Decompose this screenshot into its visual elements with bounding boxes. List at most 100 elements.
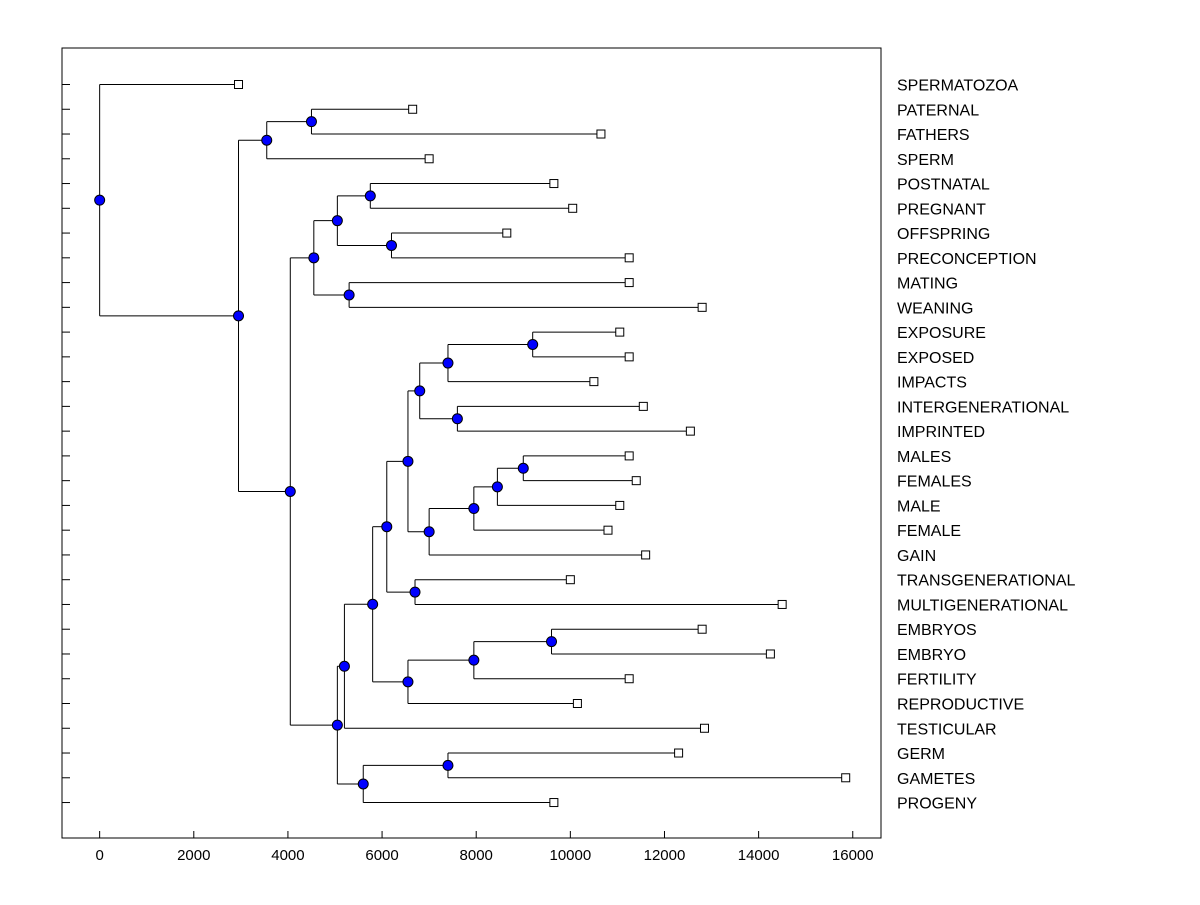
leaf-marker-testicular: [699, 723, 709, 733]
merge-node-n_upper: [233, 310, 245, 322]
leaf-marker-transgenerational: [565, 575, 575, 585]
merge-node-n_pat_fat: [305, 116, 317, 128]
merge-node-n_expo_imp: [442, 357, 454, 369]
leaf-label-germ: GERM: [897, 746, 945, 763]
leaf-marker-female: [603, 525, 613, 535]
leaf-label-impacts: IMPACTS: [897, 375, 967, 392]
x-axis: 0 2000 4000 6000 8000 10000 12000 14000 16000: [95, 831, 874, 864]
leaf-label-preconception: PRECONCEPTION: [897, 251, 1037, 268]
leaf-label-transgenerational: TRANSGENERATIONAL: [897, 573, 1076, 590]
merge-node-n_lower: [331, 719, 343, 731]
leaf-marker-males: [624, 451, 634, 461]
leaf-label-embryo: EMBRYO: [897, 647, 966, 664]
leaf-marker-exposure: [615, 327, 625, 337]
x-tick-label-4000: 4000: [271, 847, 304, 864]
leaf-marker-preconception: [624, 253, 634, 263]
leaf-label-spermatozoa: SPERMATOZOA: [897, 78, 1019, 95]
leaf-marker-postnatal: [549, 179, 559, 189]
leaf-label-embryos: EMBRYOS: [897, 622, 977, 639]
merge-node-n_germ_gam: [442, 759, 454, 771]
leaf-label-exposure: EXPOSURE: [897, 325, 986, 342]
leaf-marker-germ: [674, 748, 684, 758]
leaf-label-males: MALES: [897, 449, 951, 466]
x-tick-label-16000: 16000: [832, 847, 874, 864]
merge-node-n_inter_impr: [451, 413, 463, 425]
plot-frame: [61, 47, 882, 839]
merge-node-n_sex4: [468, 503, 480, 515]
leaf-marker-fathers: [596, 129, 606, 139]
leaf-markers: [234, 80, 851, 808]
merge-node-n_post_preg: [364, 190, 376, 202]
leaf-marker-offspring: [502, 228, 512, 238]
leaf-label-females: FEMALES: [897, 474, 972, 491]
merge-node-n_trans_multi: [409, 586, 421, 598]
leaf-label-fathers: FATHERS: [897, 127, 970, 144]
leaf-label-mating: MATING: [897, 276, 958, 293]
x-tick-label-2000: 2000: [177, 847, 210, 864]
x-tick-label-6000: 6000: [365, 847, 398, 864]
merge-node-n_pregnancy: [308, 252, 320, 264]
merge-node-n_exp_sex: [402, 455, 414, 467]
leaf-marker-embryo: [765, 649, 775, 659]
leaf-label-postnatal: POSTNATAL: [897, 177, 990, 194]
x-tick-label-14000: 14000: [738, 847, 780, 864]
leaf-label-gain: GAIN: [897, 548, 936, 565]
leaf-label-pregnant: PREGNANT: [897, 201, 986, 218]
leaf-label-exposed: EXPOSED: [897, 350, 974, 367]
merge-node-n_sperm_grp: [261, 134, 273, 146]
merge-node-n_males_fem: [517, 462, 529, 474]
x-tick-label-10000: 10000: [549, 847, 591, 864]
leaf-label-female: FEMALE: [897, 523, 961, 540]
leaf-marker-exposed: [624, 352, 634, 362]
merge-node-n_emb: [546, 636, 558, 648]
merge-node-n_sex3: [491, 481, 503, 493]
leaf-marker-mating: [624, 278, 634, 288]
merge-node-n_sex_gain: [423, 526, 435, 538]
leaf-marker-females: [631, 476, 641, 486]
leaf-marker-intergenerational: [638, 401, 648, 411]
leaf-label-reproductive: REPRODUCTIVE: [897, 697, 1024, 714]
leaf-label-weaning: WEANING: [897, 300, 973, 317]
leaf-marker-reproductive: [572, 699, 582, 708]
leaf-marker-fertility: [624, 674, 634, 684]
leaf-label-fertility: FERTILITY: [897, 672, 977, 689]
merge-node-n_with_test: [338, 660, 350, 672]
leaf-label-intergenerational: INTERGENERATIONAL: [897, 399, 1069, 416]
x-tick-label-12000: 12000: [644, 847, 686, 864]
leaf-marker-weaning: [697, 302, 707, 312]
leaf-label-gametes: GAMETES: [897, 771, 975, 788]
merge-nodes: [94, 116, 558, 790]
merge-node-n_mat_wean: [343, 289, 355, 301]
merge-node-n_mid: [284, 485, 296, 497]
leaf-marker-embryos: [697, 624, 707, 634]
leaf-label-paternal: PATERNAL: [897, 102, 979, 119]
leaf-marker-pregnant: [568, 203, 578, 213]
merge-node-n_gam_prog: [357, 778, 369, 790]
merge-node-n_preg_grp: [331, 215, 343, 227]
leaf-label-progeny: PROGENY: [897, 796, 977, 813]
leaf-label-male: MALE: [897, 498, 941, 515]
merge-node-n_exposure_grp: [414, 385, 426, 397]
merge-node-n_emb_fert: [468, 654, 480, 666]
merge-node-n_root: [94, 194, 106, 206]
leaf-marker-multigenerational: [777, 599, 787, 609]
merge-node-n_gen_repro: [367, 598, 379, 610]
leaf-marker-male: [615, 500, 625, 510]
leaf-marker-gain: [641, 550, 651, 560]
merge-node-n_off_prec: [385, 239, 397, 251]
merge-node-n_repro: [402, 676, 414, 688]
leaf-label-offspring: OFFSPRING: [897, 226, 990, 243]
x-tick-label-8000: 8000: [460, 847, 493, 864]
leaf-marker-impacts: [589, 377, 599, 387]
leaf-marker-sperm: [424, 154, 434, 164]
x-tick-label-0: 0: [95, 847, 103, 864]
leaf-label-sperm: SPERM: [897, 152, 954, 169]
leaf-marker-gametes: [841, 773, 851, 783]
leaf-label-imprinted: IMPRINTED: [897, 424, 985, 441]
leaf-marker-progeny: [549, 798, 559, 808]
leaf-label-multigenerational: MULTIGENERATIONAL: [897, 597, 1068, 614]
merge-node-n_gen_grp: [381, 521, 393, 533]
